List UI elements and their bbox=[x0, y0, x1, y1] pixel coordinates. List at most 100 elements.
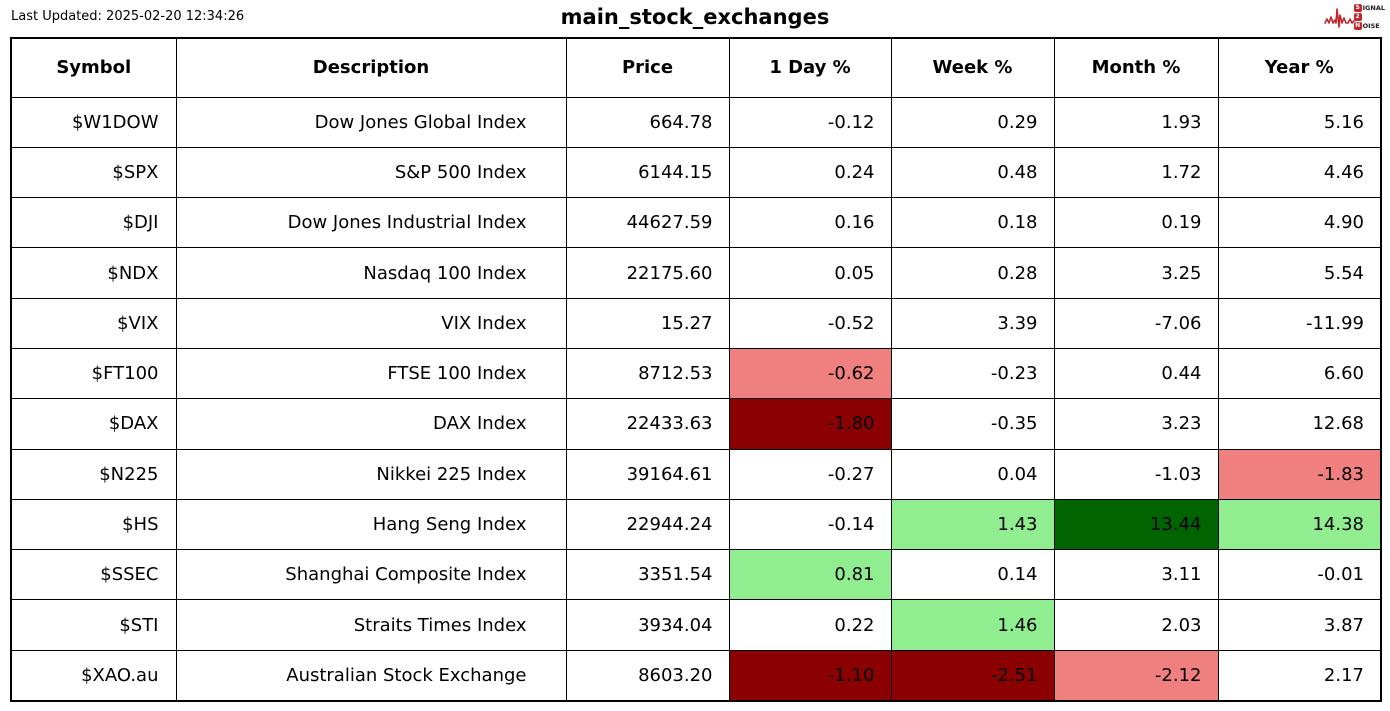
table-header-row: Symbol Description Price 1 Day % Week % Month… bbox=[10, 37, 1382, 98]
year-pct-cell: 12.68 bbox=[1217, 398, 1382, 450]
month-pct-cell: 3.11 bbox=[1053, 549, 1219, 601]
last-updated-text: Last Updated: 2025-02-20 12:34:26 bbox=[11, 9, 245, 24]
year-pct-cell: 5.16 bbox=[1217, 96, 1382, 148]
table-row: $DAX DAX Index 22433.63 -1.80 -0.35 3.23 12.68 bbox=[10, 398, 1382, 450]
symbol-cell: $HS bbox=[10, 498, 177, 551]
description-cell: DAX Index bbox=[175, 398, 567, 450]
column-header-year: Year % bbox=[1217, 37, 1382, 98]
day-pct-cell: 0.05 bbox=[728, 247, 892, 299]
symbol-cell: $DJI bbox=[10, 197, 177, 249]
week-pct-cell: 0.14 bbox=[890, 549, 1055, 601]
symbol-cell: $STI bbox=[10, 599, 177, 651]
description-cell: Dow Jones Industrial Index bbox=[175, 197, 567, 249]
table-row: $W1DOW Dow Jones Global Index 664.78 -0.12 0… bbox=[10, 96, 1382, 148]
month-pct-cell: 3.23 bbox=[1053, 398, 1219, 450]
description-cell: Nasdaq 100 Index bbox=[175, 247, 567, 299]
table-body: $W1DOW Dow Jones Global Index 664.78 -0.12 0… bbox=[10, 96, 1382, 702]
stock-exchanges-table: Symbol Description Price 1 Day % Week % Month… bbox=[10, 37, 1382, 702]
day-pct-cell: -0.62 bbox=[728, 347, 892, 400]
logo-word-rest: OISE bbox=[1362, 22, 1380, 30]
description-cell: Australian Stock Exchange bbox=[175, 649, 567, 702]
month-pct-cell: -2.12 bbox=[1053, 649, 1219, 702]
price-cell: 3351.54 bbox=[565, 549, 730, 601]
year-pct-cell: -11.99 bbox=[1217, 297, 1382, 349]
month-pct-cell: -1.03 bbox=[1053, 448, 1219, 500]
week-pct-cell: 0.29 bbox=[890, 96, 1055, 148]
year-pct-cell: 4.46 bbox=[1217, 146, 1382, 199]
description-cell: VIX Index bbox=[175, 297, 567, 349]
logo-letter-box: S bbox=[1353, 4, 1362, 12]
symbol-cell: $SSEC bbox=[10, 549, 177, 601]
signal2noise-logo: S IGNAL 2 N OISE bbox=[1323, 4, 1385, 30]
symbol-cell: $NDX bbox=[10, 247, 177, 299]
price-cell: 22944.24 bbox=[565, 498, 730, 551]
week-pct-cell: -0.35 bbox=[890, 398, 1055, 450]
logo-letter-box: N bbox=[1353, 22, 1362, 30]
day-pct-cell: -1.80 bbox=[728, 398, 892, 450]
price-cell: 8712.53 bbox=[565, 347, 730, 400]
week-pct-cell: 1.46 bbox=[890, 599, 1055, 651]
week-pct-cell: 0.04 bbox=[890, 448, 1055, 500]
page-title: main_stock_exchanges bbox=[560, 5, 830, 29]
column-header-description: Description bbox=[175, 37, 567, 98]
column-header-week: Week % bbox=[890, 37, 1055, 98]
year-pct-cell: 4.90 bbox=[1217, 197, 1382, 249]
logo-word: S IGNAL bbox=[1353, 4, 1385, 12]
description-cell: FTSE 100 Index bbox=[175, 347, 567, 400]
week-pct-cell: 0.18 bbox=[890, 197, 1055, 249]
year-pct-cell: 6.60 bbox=[1217, 347, 1382, 400]
description-cell: Shanghai Composite Index bbox=[175, 549, 567, 601]
symbol-cell: $VIX bbox=[10, 297, 177, 349]
table-row: $FT100 FTSE 100 Index 8712.53 -0.62 -0.23 0.4… bbox=[10, 347, 1382, 400]
table-row: $HS Hang Seng Index 22944.24 -0.14 1.43 13.44… bbox=[10, 498, 1382, 551]
month-pct-cell: 3.25 bbox=[1053, 247, 1219, 299]
year-pct-cell: 3.87 bbox=[1217, 599, 1382, 651]
month-pct-cell: 1.93 bbox=[1053, 96, 1219, 148]
day-pct-cell: -0.27 bbox=[728, 448, 892, 500]
day-pct-cell: -1.10 bbox=[728, 649, 892, 702]
day-pct-cell: -0.12 bbox=[728, 96, 892, 148]
week-pct-cell: -2.51 bbox=[890, 649, 1055, 702]
symbol-cell: $N225 bbox=[10, 448, 177, 500]
week-pct-cell: 3.39 bbox=[890, 297, 1055, 349]
column-header-price: Price bbox=[565, 37, 730, 98]
description-cell: Straits Times Index bbox=[175, 599, 567, 651]
column-header-month: Month % bbox=[1053, 37, 1219, 98]
table-row: $SSEC Shanghai Composite Index 3351.54 0.81… bbox=[10, 549, 1382, 601]
table-row: $STI Straits Times Index 3934.04 0.22 1.46 2.… bbox=[10, 599, 1382, 651]
symbol-cell: $DAX bbox=[10, 398, 177, 450]
logo-letter-box: 2 bbox=[1353, 13, 1362, 21]
symbol-cell: $W1DOW bbox=[10, 96, 177, 148]
symbol-cell: $SPX bbox=[10, 146, 177, 199]
column-header-symbol: Symbol bbox=[10, 37, 177, 98]
column-header-1-day: 1 Day % bbox=[728, 37, 892, 98]
waveform-icon bbox=[1323, 8, 1355, 28]
description-cell: S&P 500 Index bbox=[175, 146, 567, 199]
table-row: $SPX S&P 500 Index 6144.15 0.24 0.48 1.72 4.46 bbox=[10, 146, 1382, 199]
day-pct-cell: -0.52 bbox=[728, 297, 892, 349]
price-cell: 44627.59 bbox=[565, 197, 730, 249]
week-pct-cell: 1.43 bbox=[890, 498, 1055, 551]
year-pct-cell: 14.38 bbox=[1217, 498, 1382, 551]
day-pct-cell: 0.24 bbox=[728, 146, 892, 199]
year-pct-cell: -1.83 bbox=[1217, 448, 1382, 500]
logo-word: 2 bbox=[1353, 13, 1385, 21]
price-cell: 8603.20 bbox=[565, 649, 730, 702]
price-cell: 22175.60 bbox=[565, 247, 730, 299]
year-pct-cell: 2.17 bbox=[1217, 649, 1382, 702]
symbol-cell: $FT100 bbox=[10, 347, 177, 400]
day-pct-cell: -0.14 bbox=[728, 498, 892, 551]
price-cell: 15.27 bbox=[565, 297, 730, 349]
month-pct-cell: 2.03 bbox=[1053, 599, 1219, 651]
logo-words: S IGNAL 2 N OISE bbox=[1353, 4, 1385, 30]
week-pct-cell: 0.28 bbox=[890, 247, 1055, 299]
week-pct-cell: -0.23 bbox=[890, 347, 1055, 400]
price-cell: 6144.15 bbox=[565, 146, 730, 199]
table-row: $XAO.au Australian Stock Exchange 8603.20-… bbox=[10, 649, 1382, 702]
month-pct-cell: -7.06 bbox=[1053, 297, 1219, 349]
logo-word: N OISE bbox=[1353, 22, 1385, 30]
description-cell: Hang Seng Index bbox=[175, 498, 567, 551]
year-pct-cell: -0.01 bbox=[1217, 549, 1382, 601]
day-pct-cell: 0.22 bbox=[728, 599, 892, 651]
table-row: $VIX VIX Index 15.27 -0.52 3.39 -7.06 -11.99 bbox=[10, 297, 1382, 349]
